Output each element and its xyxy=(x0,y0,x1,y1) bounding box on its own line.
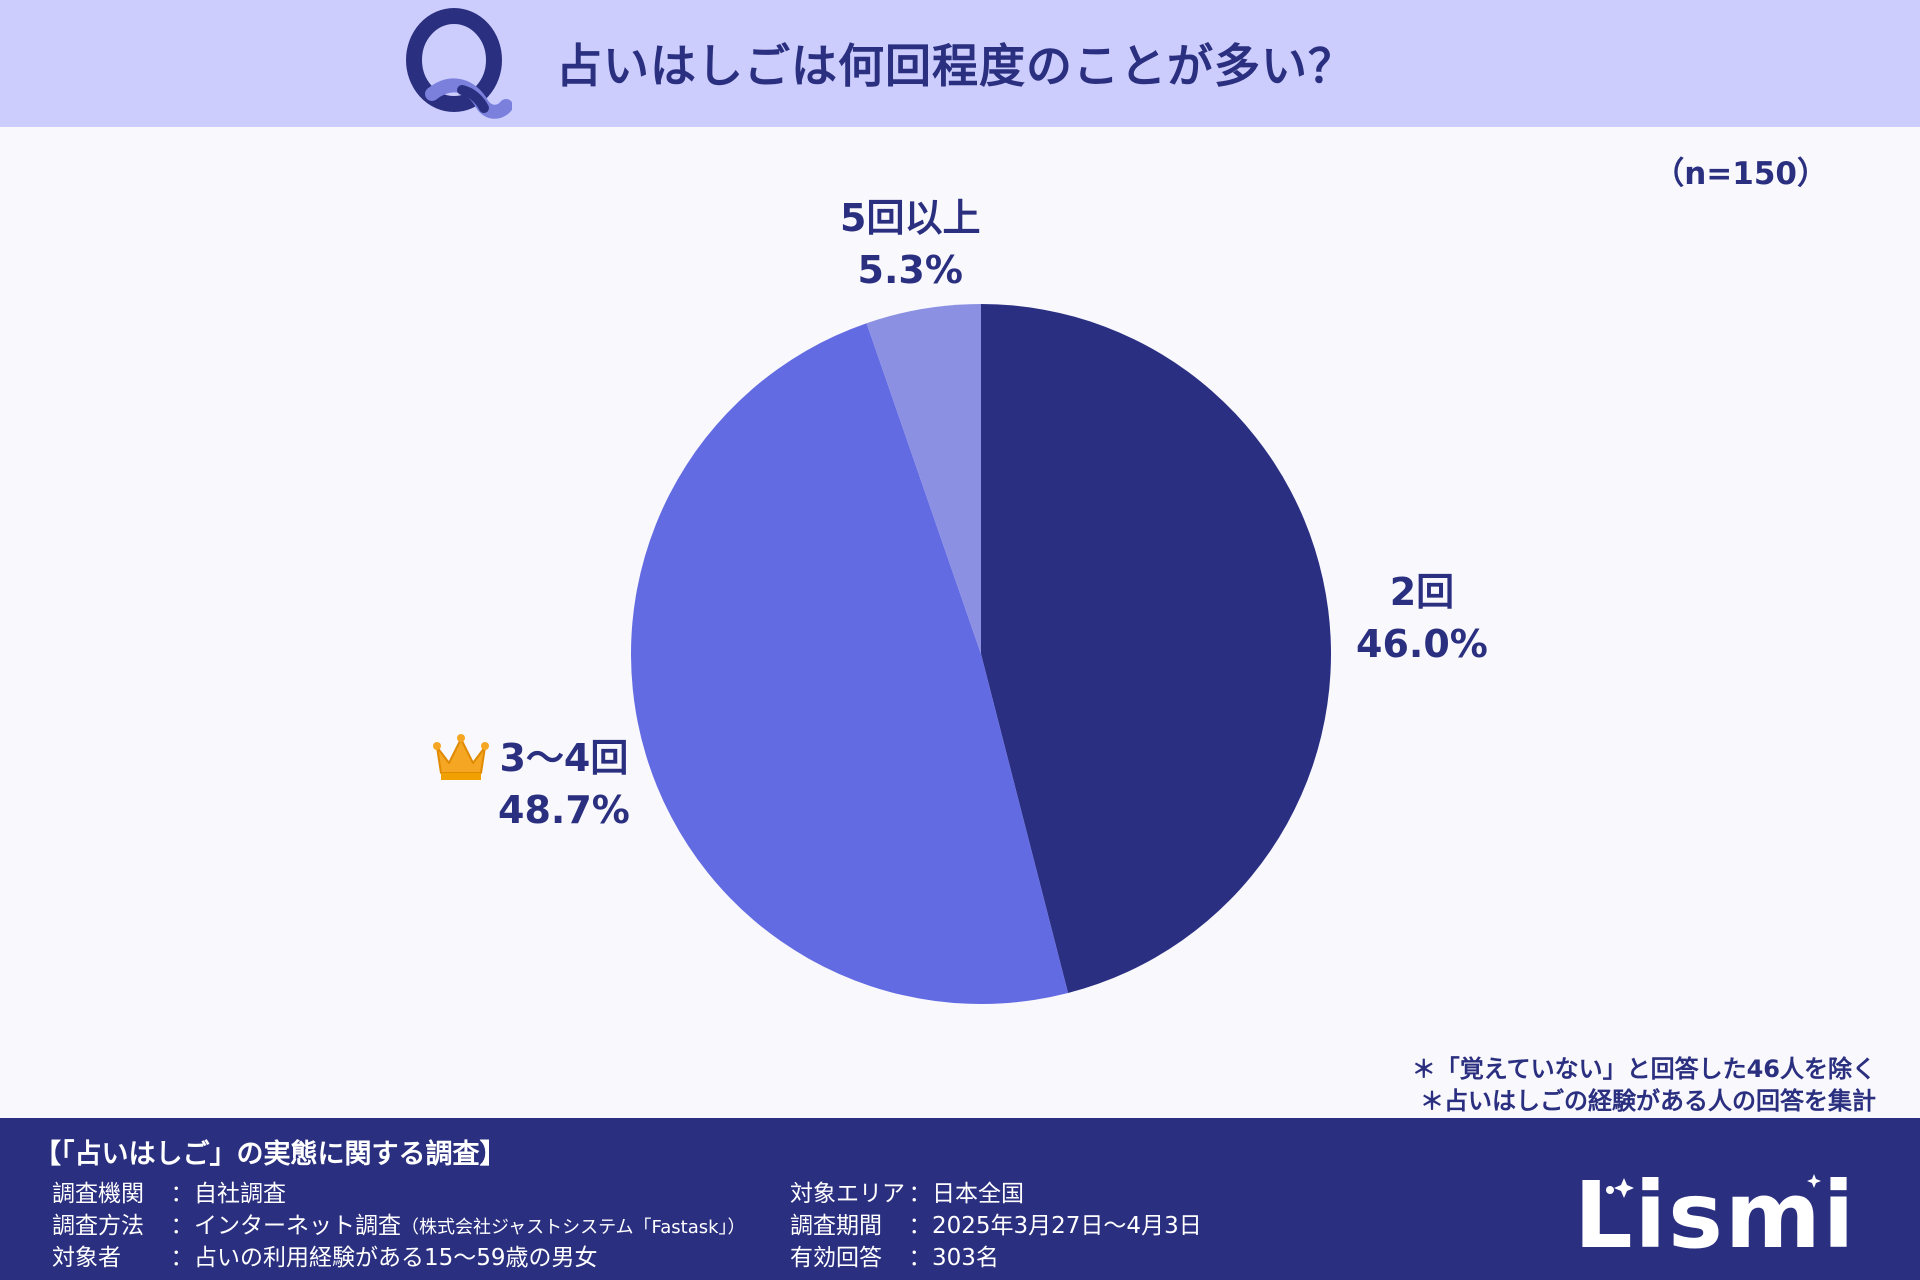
info-key: 調査方法 xyxy=(52,1213,144,1239)
slice-category-label: 2回 xyxy=(1389,570,1455,614)
pie-chart xyxy=(630,304,1332,1005)
info-key: 調査期間 xyxy=(790,1213,882,1239)
survey-footer: 【「占いはしご」の実態に関する調査】 調査機関 ：自社調査 調査方法 ：インターネッ… xyxy=(0,1118,1920,1280)
slice-value-label: 48.7% xyxy=(498,788,630,832)
footnote-line: ＊「覚えていない」と回答した46人を除く xyxy=(1411,1055,1876,1083)
footnote-line: ＊占いはしごの経験がある人の回答を集計 xyxy=(1420,1087,1876,1115)
footnotes: ＊「覚えていない」と回答した46人を除く ＊占いはしごの経験がある人の回答を集計 xyxy=(1412,1053,1876,1117)
pie-slice-3-4-times xyxy=(630,323,1069,1005)
info-key: 有効回答 xyxy=(790,1245,882,1271)
header-bar: 占いはしごは何回程度のことが多い？ xyxy=(0,0,1920,127)
sample-size-label: （n=150） xyxy=(1653,156,1828,192)
info-key: 調査機関 xyxy=(52,1181,144,1207)
pie-slice-2-times xyxy=(981,304,1332,994)
survey-info-row: 調査方法 ：インターネット調査（株式会社ジャストシステム「Fastask」） xyxy=(52,1206,746,1240)
info-value: インターネット調査 xyxy=(194,1213,401,1239)
page-title: 占いはしごは何回程度のことが多い？ xyxy=(556,39,1355,93)
slice-category-label: 3〜4回 xyxy=(499,736,629,780)
info-key: 対象エリア xyxy=(790,1181,905,1207)
info-value: 日本全国 xyxy=(932,1181,1024,1207)
survey-info-row: 対象エリア ：日本全国 xyxy=(790,1174,1024,1208)
pie-slice-5-plus-times xyxy=(866,304,981,654)
lismi-logo: Lismi xyxy=(1574,1162,1857,1269)
slice-category-label: 5回以上 xyxy=(840,196,981,240)
crown-icon xyxy=(433,734,489,780)
survey-info-row: 調査期間 ：2025年3月27日〜4月3日 xyxy=(790,1206,1202,1240)
survey-title: 【「占いはしご」の実態に関する調査】 xyxy=(34,1139,507,1170)
survey-info-row: 調査機関 ：自社調査 xyxy=(52,1174,286,1208)
info-key: 対象者 xyxy=(52,1245,121,1271)
info-value: 自社調査 xyxy=(194,1181,286,1207)
slice-value-label: 5.3% xyxy=(857,248,963,292)
info-value: 2025年3月27日〜4月3日 xyxy=(932,1213,1202,1239)
slice-value-label: 46.0% xyxy=(1356,622,1488,666)
survey-info-row: 有効回答 ：303名 xyxy=(790,1238,999,1272)
info-value: 303名 xyxy=(932,1245,999,1271)
info-value: 占いの利用経験がある15〜59歳の男女 xyxy=(194,1245,598,1271)
q-letter-icon xyxy=(406,8,512,119)
slice-label-2-times: 2回 46.0% xyxy=(1356,566,1488,670)
slice-label-3-4-times: 3〜4回 48.7% xyxy=(498,732,630,836)
slice-label-5-plus-times: 5回以上 5.3% xyxy=(840,192,980,296)
info-extra: （株式会社ジャストシステム「Fastask」） xyxy=(401,1217,746,1238)
survey-info-row: 対象者 ：占いの利用経験がある15〜59歳の男女 xyxy=(52,1238,598,1272)
